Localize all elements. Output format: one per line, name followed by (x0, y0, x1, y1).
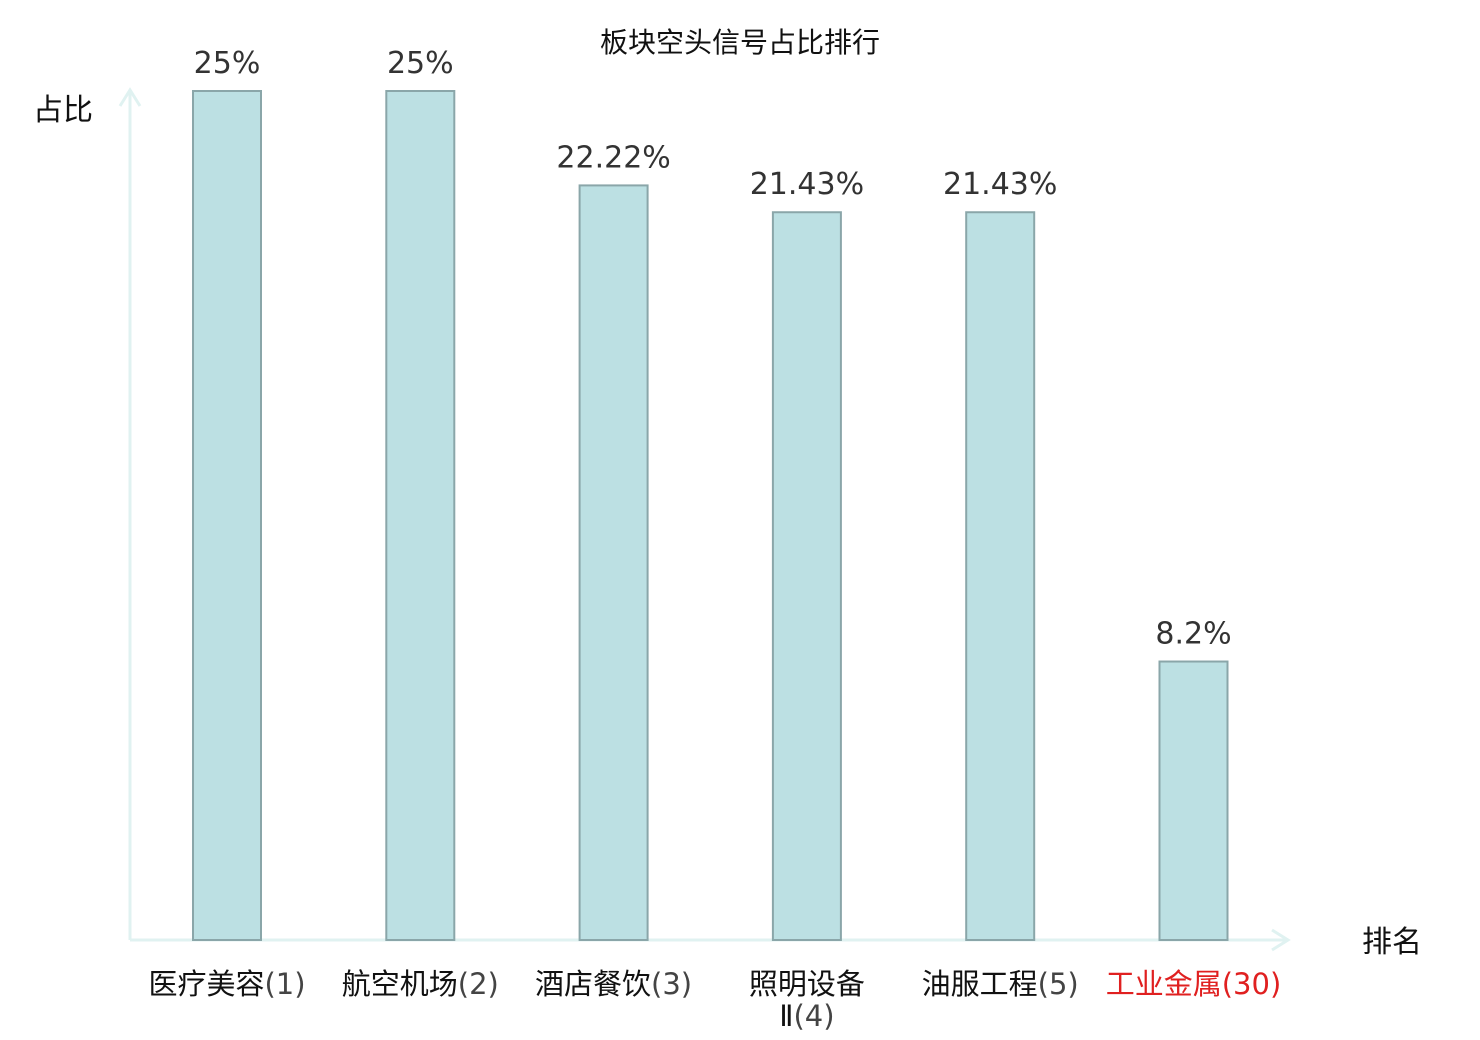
category-label-2: 航空机场(2) (342, 967, 499, 1001)
value-label-4: 21.43% (750, 167, 864, 202)
x-axis-label: 排名 (1362, 925, 1422, 960)
category-label-3: 酒店餐饮(3) (535, 967, 692, 1001)
bar-5 (965, 211, 1036, 942)
value-label-3: 22.22% (556, 140, 670, 175)
value-labels-group: 25% 25% 22.22% 21.43% 21.43% 8.2% (194, 46, 1232, 652)
category-label-4: 照明设备 Ⅱ(4) (749, 967, 865, 1033)
bar-4 (771, 211, 842, 942)
x-axis-arrow (1271, 928, 1291, 952)
bar-3 (578, 184, 649, 941)
y-axis-arrow (118, 87, 142, 107)
category-label-6: 工业金属(30) (1106, 967, 1282, 1001)
y-axis-label: 占比 (33, 93, 93, 128)
value-label-2: 25% (387, 46, 454, 81)
bar-1 (192, 90, 262, 941)
value-label-6: 8.2% (1155, 617, 1231, 652)
category-labels-group: 医疗美容(1) 航空机场(2) 酒店餐饮(3) 照明设备 Ⅱ(4) 油服工程(5) 工业金属… (148, 967, 1281, 1033)
category-label-1: 医疗美容(1) (148, 967, 305, 1001)
bar-6 (1158, 660, 1229, 941)
value-label-5: 21.43% (943, 167, 1057, 202)
category-label-5: 油服工程(5) (922, 967, 1079, 1001)
axes (118, 87, 1291, 952)
bars-group (192, 90, 1229, 942)
chart-title: 板块空头信号占比排行 (600, 26, 880, 59)
value-label-1: 25% (194, 46, 261, 81)
bar-2 (385, 90, 456, 941)
